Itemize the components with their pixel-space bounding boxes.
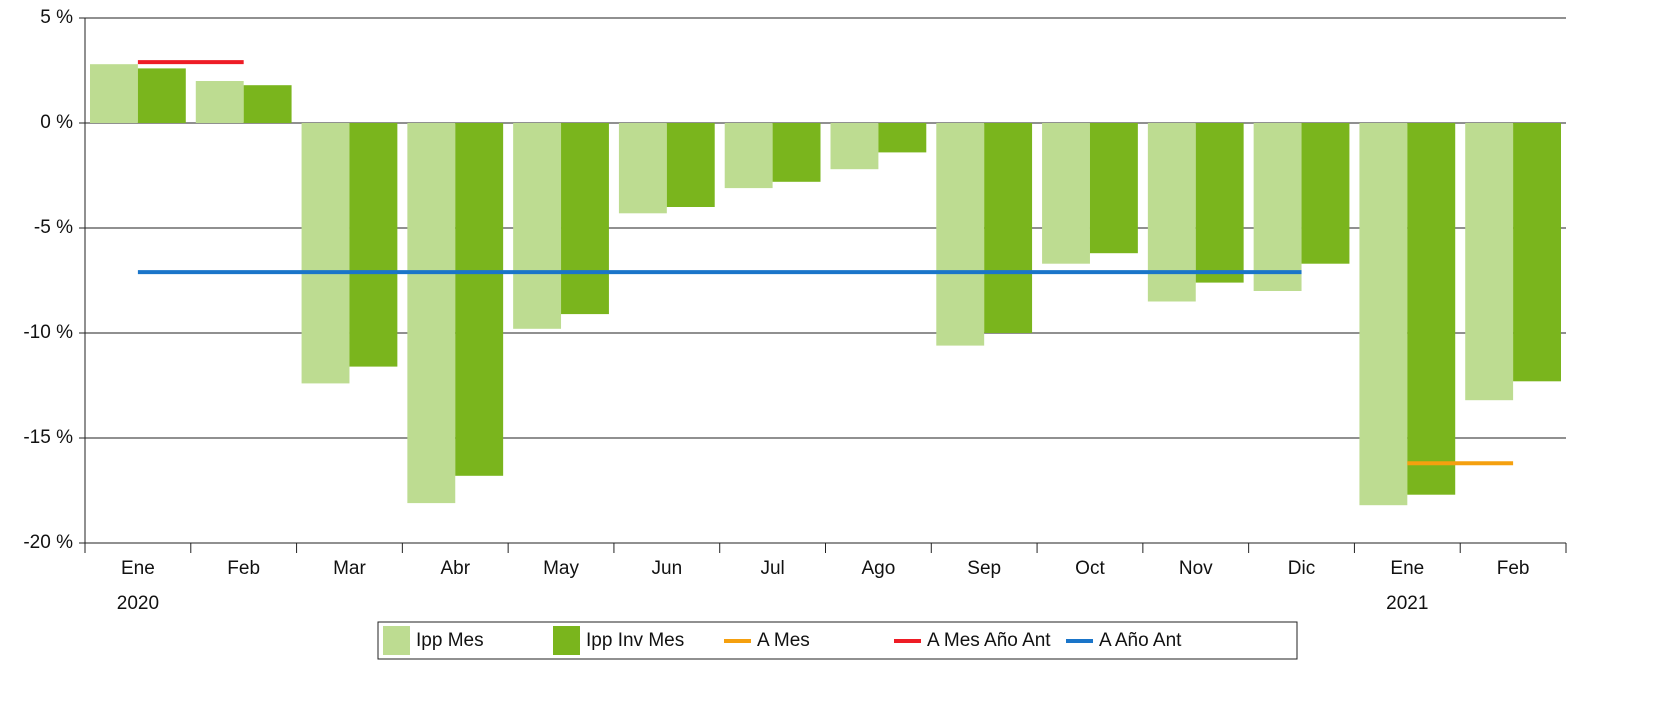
bar	[772, 123, 821, 182]
x-tick-label: Sep	[967, 558, 1001, 579]
year-label: 2020	[117, 593, 159, 614]
x-tick-label: Oct	[1075, 558, 1105, 579]
bar	[618, 123, 667, 214]
x-tick-label: Nov	[1179, 558, 1213, 579]
x-tick-label: Jul	[760, 558, 784, 579]
bar	[1407, 123, 1456, 495]
bar	[724, 123, 773, 189]
bar	[137, 68, 186, 123]
x-tick-label: Feb	[1497, 558, 1530, 579]
legend-label: Ipp Mes	[416, 630, 484, 651]
bar	[936, 123, 985, 346]
y-tick-label: -10 %	[23, 322, 73, 343]
bar	[455, 123, 504, 476]
bar	[349, 123, 398, 367]
bar	[407, 123, 456, 504]
bar	[830, 123, 879, 170]
legend-label: Ipp Inv Mes	[586, 630, 684, 651]
bar	[666, 123, 715, 207]
legend-swatch	[383, 626, 410, 655]
x-tick-label: Feb	[227, 558, 260, 579]
bar	[1301, 123, 1350, 264]
bar	[1089, 123, 1138, 254]
y-tick-label: 5 %	[40, 7, 73, 28]
x-tick-label: Ago	[861, 558, 895, 579]
bar	[1042, 123, 1090, 264]
bar	[513, 123, 562, 329]
bar	[561, 123, 609, 315]
x-tick-label: Jun	[652, 558, 683, 579]
x-tick-label: Mar	[333, 558, 366, 579]
legend-label: A Año Ant	[1099, 630, 1182, 651]
y-tick-label: -5 %	[34, 217, 73, 238]
bar	[243, 85, 292, 123]
legend-label: A Mes Año Ant	[927, 630, 1051, 651]
bar	[1359, 123, 1408, 506]
x-tick-label: Ene	[1390, 558, 1424, 579]
x-tick-label: Dic	[1288, 558, 1315, 579]
legend-swatch	[553, 626, 580, 655]
bar	[1147, 123, 1196, 302]
year-label: 2021	[1386, 593, 1428, 614]
y-tick-label: 0 %	[40, 112, 73, 133]
x-tick-label: Ene	[121, 558, 155, 579]
x-tick-label: Abr	[440, 558, 470, 579]
bar	[1195, 123, 1244, 283]
bar	[195, 81, 244, 123]
bar	[1253, 123, 1302, 291]
bar	[878, 123, 927, 153]
legend-box	[377, 621, 1298, 660]
y-tick-label: -15 %	[23, 427, 73, 448]
x-tick-label: May	[543, 558, 579, 579]
bar	[1513, 123, 1561, 382]
y-tick-label: -20 %	[23, 532, 73, 553]
bar	[301, 123, 350, 384]
legend-label: A Mes	[757, 630, 810, 651]
bar	[1465, 123, 1514, 401]
bar	[90, 64, 138, 123]
bar	[984, 123, 1033, 333]
